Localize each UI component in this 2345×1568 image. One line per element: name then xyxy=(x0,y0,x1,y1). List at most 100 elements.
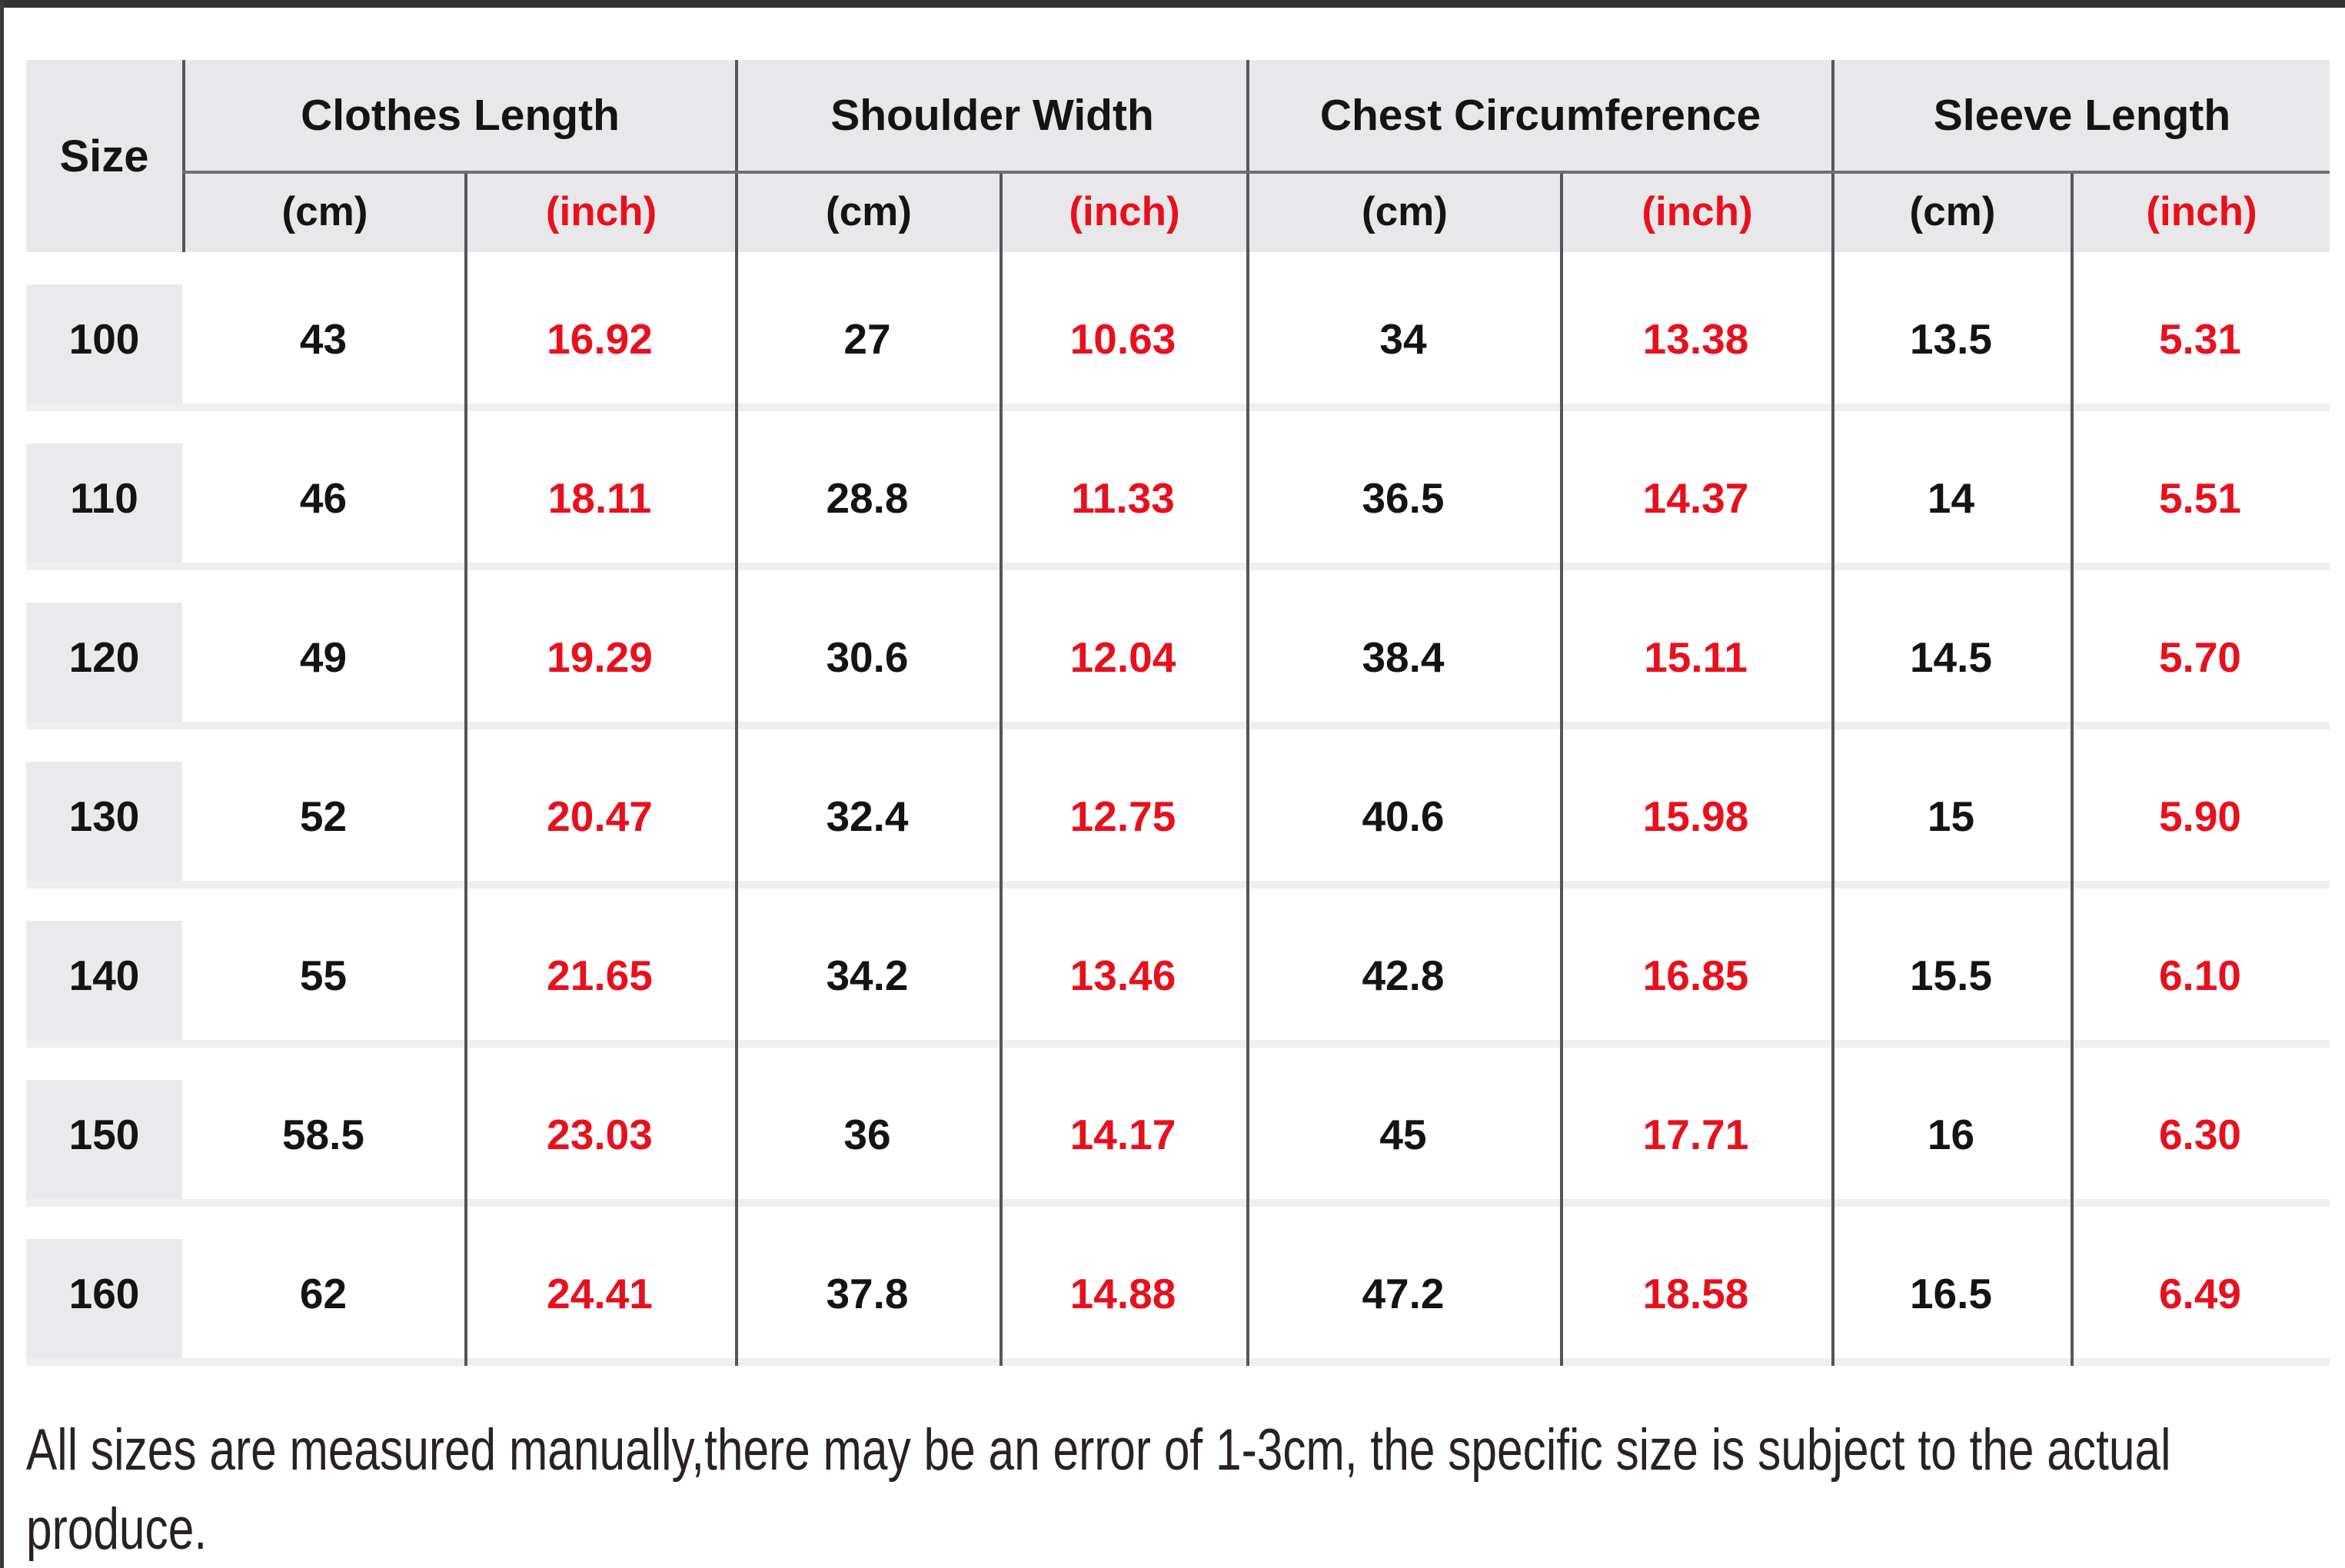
cell-sleeve-inch: 5.51 xyxy=(2158,473,2242,522)
cell-sleeve-cm: 15 xyxy=(1927,792,1975,840)
grid-line-vertical xyxy=(464,171,467,1366)
row-separator xyxy=(26,722,2330,729)
header-chest-cm: (cm) xyxy=(1362,188,1448,234)
cell-shoulder-cm: 34.2 xyxy=(826,951,909,999)
cell-sleeve-cm: 16 xyxy=(1927,1110,1975,1158)
cell-sleeve-inch: 6.10 xyxy=(2158,951,2242,999)
cell-clothes-inch: 23.03 xyxy=(547,1110,653,1158)
header-sleeve-length: Sleeve Length xyxy=(1933,91,2231,140)
grid-line-vertical xyxy=(735,60,738,1366)
top-border-strip xyxy=(0,0,2345,8)
size-cell-background xyxy=(26,921,182,1048)
header-shoulder-cm: (cm) xyxy=(826,188,912,234)
header-clothes-inch: (inch) xyxy=(545,188,657,234)
cell-clothes-cm: 46 xyxy=(299,473,348,522)
cell-clothes-inch: 20.47 xyxy=(547,792,653,840)
cell-chest-cm: 45 xyxy=(1379,1110,1427,1158)
cell-clothes-inch: 21.65 xyxy=(547,951,653,999)
row-separator xyxy=(26,1199,2330,1207)
cell-clothes-inch: 16.92 xyxy=(547,314,653,363)
measurement-disclaimer: All sizes are measured manually,there ma… xyxy=(26,1417,2171,1562)
header-divider-line xyxy=(182,171,2330,174)
table-header-background xyxy=(26,60,2330,252)
row-separator xyxy=(26,1358,2330,1366)
row-separator xyxy=(26,1040,2330,1048)
cell-shoulder-inch: 11.33 xyxy=(1071,473,1175,522)
cell-sleeve-inch: 5.90 xyxy=(2158,792,2242,840)
cell-clothes-cm: 52 xyxy=(299,792,348,840)
size-cell-background xyxy=(26,1239,182,1366)
header-shoulder-width: Shoulder Width xyxy=(830,91,1154,140)
cell-shoulder-inch: 14.17 xyxy=(1069,1110,1176,1158)
cell-shoulder-cm: 27 xyxy=(843,314,891,363)
cell-sleeve-cm: 16.5 xyxy=(1909,1269,1993,1317)
table-row-120: 120 49 19.29 30.6 12.04 38.4 15.11 14.5 … xyxy=(26,570,2330,722)
header-chest-circumference: Chest Circumference xyxy=(1319,91,1761,140)
cell-chest-cm: 42.8 xyxy=(1362,951,1445,999)
cell-size: 140 xyxy=(68,951,140,999)
cell-chest-cm: 38.4 xyxy=(1362,633,1445,681)
size-cell-background xyxy=(26,762,182,889)
cell-shoulder-inch: 12.04 xyxy=(1069,633,1176,681)
header-chest-inch: (inch) xyxy=(1642,188,1753,234)
cell-size: 110 xyxy=(70,473,138,522)
grid-line-vertical xyxy=(1560,171,1563,1366)
cell-sleeve-inch: 6.30 xyxy=(2158,1110,2242,1158)
header-sleeve-cm: (cm) xyxy=(1909,188,1996,234)
cell-chest-cm: 47.2 xyxy=(1362,1269,1445,1317)
cell-shoulder-inch: 14.88 xyxy=(1069,1269,1176,1317)
cell-sleeve-cm: 14 xyxy=(1927,473,1975,522)
size-cell-background xyxy=(26,284,182,411)
cell-clothes-cm: 58.5 xyxy=(281,1110,365,1158)
cell-clothes-cm: 55 xyxy=(299,951,348,999)
cell-clothes-inch: 19.29 xyxy=(547,633,653,681)
cell-sleeve-inch: 5.31 xyxy=(2158,314,2242,363)
header-size: Size xyxy=(59,131,149,181)
cell-chest-inch: 16.85 xyxy=(1642,951,1749,999)
cell-chest-inch: 15.11 xyxy=(1644,633,1748,681)
header-sleeve-inch: (inch) xyxy=(2146,188,2257,234)
header-clothes-length: Clothes Length xyxy=(301,91,620,140)
cell-shoulder-inch: 10.63 xyxy=(1069,314,1176,363)
header-clothes-cm: (cm) xyxy=(281,188,368,234)
cell-chest-inch: 17.71 xyxy=(1642,1110,1749,1158)
cell-chest-cm: 36.5 xyxy=(1362,473,1445,522)
cell-chest-cm: 40.6 xyxy=(1362,792,1445,840)
cell-chest-cm: 34 xyxy=(1379,314,1427,363)
cell-clothes-cm: 43 xyxy=(299,314,348,363)
cell-shoulder-cm: 36 xyxy=(843,1110,891,1158)
cell-clothes-inch: 24.41 xyxy=(547,1269,653,1317)
cell-shoulder-cm: 32.4 xyxy=(826,792,909,840)
cell-size: 100 xyxy=(68,314,140,363)
table-row-100: 100 43 16.92 27 10.63 34 13.38 13.5 5.31 xyxy=(26,252,2330,404)
cell-size: 130 xyxy=(68,792,140,840)
size-cell-background xyxy=(26,1080,182,1207)
cell-clothes-cm: 62 xyxy=(299,1269,348,1317)
cell-shoulder-inch: 13.46 xyxy=(1069,951,1176,999)
cell-chest-inch: 13.38 xyxy=(1642,314,1749,363)
table-row-130: 130 52 20.47 32.4 12.75 40.6 15.98 15 5.… xyxy=(26,729,2330,881)
cell-chest-inch: 18.58 xyxy=(1642,1269,1749,1317)
cell-chest-inch: 14.37 xyxy=(1642,473,1749,522)
cell-size: 160 xyxy=(68,1269,140,1317)
table-row-110: 110 46 18.11 28.8 11.33 36.5 14.37 14 5.… xyxy=(26,411,2330,563)
cell-size: 120 xyxy=(68,633,140,681)
cell-shoulder-cm: 30.6 xyxy=(826,633,909,681)
table-row-160: 160 62 24.41 37.8 14.88 47.2 18.58 16.5 … xyxy=(26,1207,2330,1358)
cell-shoulder-inch: 12.75 xyxy=(1069,792,1176,840)
cell-clothes-inch: 18.11 xyxy=(547,473,652,522)
cell-sleeve-cm: 13.5 xyxy=(1909,314,1993,363)
cell-size: 150 xyxy=(68,1110,140,1158)
grid-line-vertical xyxy=(2071,171,2074,1366)
cell-sleeve-cm: 14.5 xyxy=(1909,633,1993,681)
cell-clothes-cm: 49 xyxy=(299,633,348,681)
cell-chest-inch: 15.98 xyxy=(1642,792,1749,840)
cell-sleeve-inch: 6.49 xyxy=(2158,1269,2242,1317)
grid-line-vertical xyxy=(1831,60,1834,1366)
table-row-140: 140 55 21.65 34.2 13.46 42.8 16.85 15.5 … xyxy=(26,889,2330,1040)
cell-sleeve-cm: 15.5 xyxy=(1909,951,1993,999)
size-cell-background xyxy=(26,443,182,570)
grid-line-vertical xyxy=(182,60,185,252)
cell-sleeve-inch: 5.70 xyxy=(2158,633,2242,681)
